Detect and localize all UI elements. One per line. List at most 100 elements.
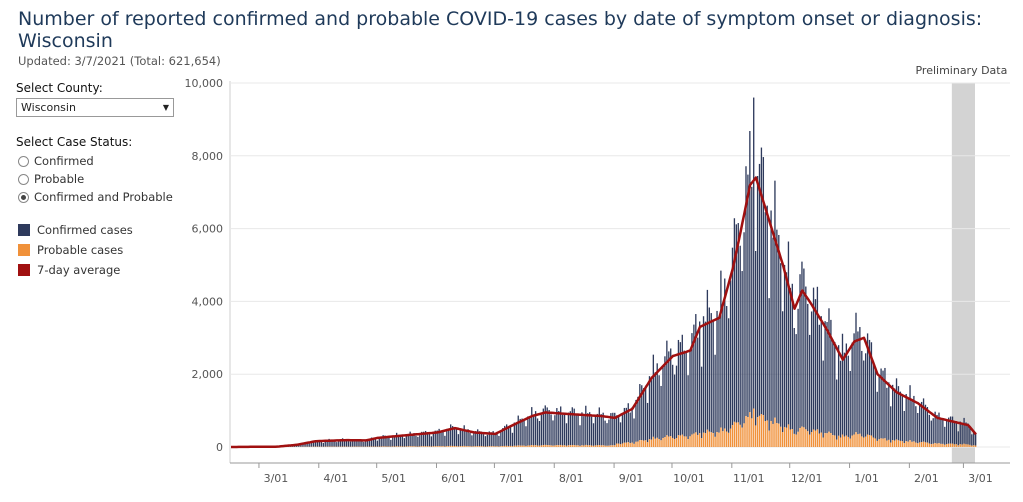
- confirmed-bar: [843, 352, 846, 437]
- confirmed-bar: [799, 274, 801, 428]
- probable-bar: [515, 445, 517, 447]
- confirmed-bar: [621, 414, 624, 444]
- confirmed-bar: [859, 327, 861, 434]
- y-tick-label: 8,000: [192, 150, 224, 163]
- probable-bar: [631, 442, 633, 447]
- confirmed-bar: [533, 414, 535, 446]
- probable-bar: [975, 445, 977, 447]
- confirmed-bar: [419, 435, 421, 447]
- confirmed-bar: [550, 414, 552, 446]
- probable-bar: [751, 418, 753, 447]
- probable-bar: [861, 436, 863, 447]
- confirmed-bar: [733, 218, 736, 422]
- confirmed-bar: [384, 435, 386, 447]
- confirmed-bar: [436, 430, 438, 447]
- confirmed-bar: [872, 360, 875, 438]
- confirmed-bar: [749, 131, 751, 413]
- confirmed-bar: [334, 440, 336, 447]
- confirmed-bar: [332, 439, 334, 447]
- confirmed-bar: [527, 416, 529, 446]
- x-tick-label: 8/01: [559, 472, 584, 485]
- confirmed-bar: [789, 287, 792, 430]
- confirmed-bar: [826, 322, 828, 434]
- y-tick-label: 10,000: [185, 77, 224, 90]
- confirmed-bar: [822, 360, 824, 438]
- probable-bar: [405, 446, 407, 447]
- probable-bar: [689, 436, 691, 447]
- probable-bar: [529, 445, 531, 447]
- probable-bar: [866, 434, 869, 447]
- probable-bar: [627, 442, 629, 447]
- probable-bar: [399, 446, 402, 447]
- confirmed-bar: [656, 363, 658, 438]
- confirmed-bar: [403, 438, 406, 447]
- confirmed-bar: [440, 432, 442, 447]
- probable-bar: [629, 443, 631, 447]
- probable-bar: [924, 442, 927, 447]
- status-option-probable[interactable]: Probable: [18, 172, 84, 186]
- probable-bar: [552, 445, 554, 447]
- probable-bar: [693, 433, 695, 447]
- confirmed-bar: [783, 264, 786, 427]
- probable-bar: [959, 444, 961, 447]
- legend-item-average: 7-day average: [18, 263, 120, 277]
- legend-label: Confirmed cases: [37, 223, 133, 237]
- confirmed-bar: [963, 417, 965, 444]
- probable-bar: [832, 435, 834, 447]
- confirmed-bar: [770, 210, 772, 421]
- status-option-confirmed-and-probable[interactable]: Confirmed and Probable: [18, 190, 173, 204]
- confirmed-bar: [942, 418, 944, 444]
- probable-bar: [608, 445, 610, 447]
- confirmed-bar: [895, 378, 898, 440]
- county-select[interactable]: Wisconsin ▼: [16, 98, 174, 117]
- probable-bar: [814, 430, 817, 447]
- confirmed-bar: [646, 402, 649, 443]
- confirmed-bar: [907, 398, 909, 442]
- confirmed-bar: [814, 299, 817, 431]
- probable-bar: [531, 445, 533, 447]
- probable-bar: [907, 441, 909, 447]
- probable-bar: [753, 408, 755, 447]
- probable-bar: [592, 445, 595, 447]
- probable-bar: [610, 445, 612, 447]
- probable-bar: [749, 412, 751, 447]
- confirmed-bar: [837, 345, 840, 436]
- probable-bar: [453, 446, 456, 447]
- average-swatch: [18, 264, 30, 276]
- confirmed-bar: [845, 343, 848, 436]
- confirmed-bar: [515, 423, 517, 446]
- confirmed-bar: [901, 394, 903, 442]
- status-option-confirmed[interactable]: Confirmed: [18, 154, 94, 168]
- probable-bar: [407, 446, 409, 447]
- confirmed-bar: [309, 443, 311, 447]
- probable-bar: [475, 446, 477, 447]
- confirmed-bar: [382, 435, 384, 447]
- confirmed-bar: [650, 380, 653, 440]
- probable-bar: [544, 444, 546, 447]
- confirmed-bar: [341, 438, 344, 447]
- probable-bar: [791, 429, 793, 447]
- confirmed-bar: [421, 431, 423, 447]
- probable-bar: [710, 432, 712, 447]
- probable-bar: [951, 443, 954, 447]
- probable-bar: [776, 423, 778, 447]
- probable-bar: [671, 437, 674, 447]
- title-line-1: Number of reported confirmed and probabl…: [18, 8, 983, 30]
- probable-bar: [851, 435, 853, 447]
- probable-bar: [471, 446, 473, 447]
- confirmed-bar: [561, 414, 564, 446]
- confirmed-bar: [540, 414, 543, 446]
- confirmed-bar: [643, 388, 645, 441]
- probable-bar: [756, 417, 759, 447]
- probable-bar: [810, 432, 813, 447]
- probable-bar: [386, 446, 388, 447]
- probable-bar: [533, 445, 535, 447]
- confirmed-bar: [434, 430, 436, 447]
- probable-bar: [424, 446, 427, 447]
- confirmed-bar: [598, 407, 600, 446]
- confirmed-bar: [909, 385, 911, 441]
- probable-bar: [614, 445, 616, 447]
- confirmed-bar: [509, 425, 512, 446]
- probable-bar: [853, 434, 855, 447]
- probable-swatch: [18, 244, 30, 256]
